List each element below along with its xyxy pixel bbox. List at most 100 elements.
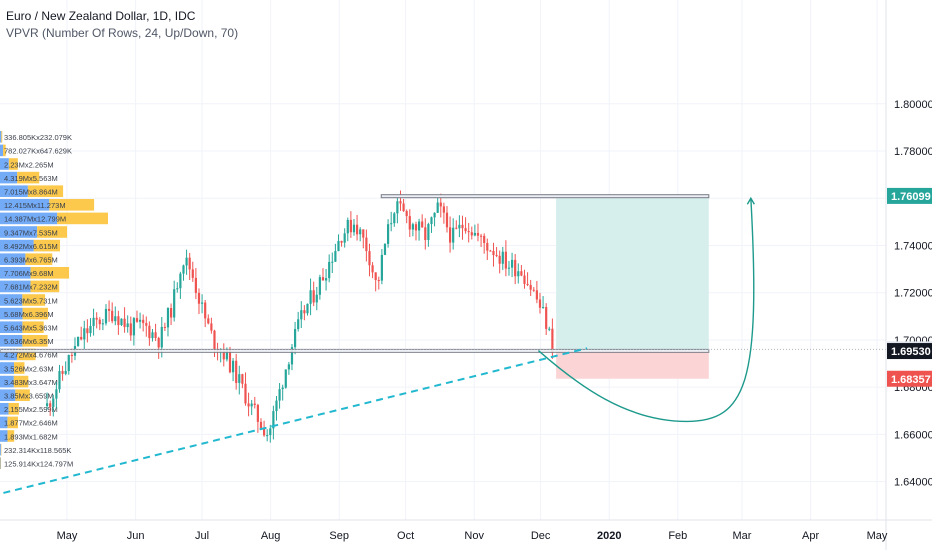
- candle-body: [238, 374, 241, 383]
- y-tick-label: 1.74000: [894, 240, 932, 252]
- vp-bar-down: [57, 212, 108, 225]
- vp-bar-down: [7, 430, 15, 442]
- candle-body: [464, 228, 467, 232]
- candle-body: [349, 219, 352, 233]
- drawings[interactable]: [0, 194, 886, 496]
- candle-body: [498, 255, 501, 264]
- candle-body: [197, 292, 201, 304]
- candle-body: [362, 229, 365, 238]
- candle-body: [253, 403, 256, 405]
- candle-body: [250, 403, 253, 407]
- price-label-text: 1.76099: [891, 191, 931, 203]
- candle-body: [80, 336, 83, 340]
- vp-bar-down: [15, 389, 30, 401]
- vp-label: 3.85Mx3.659M: [4, 392, 54, 401]
- candle-body: [123, 318, 126, 328]
- x-tick-label: Jun: [127, 530, 145, 542]
- candle-body: [538, 299, 542, 308]
- chart-legend: Euro / New Zealand Dollar, 1D, IDC VPVR …: [6, 8, 238, 42]
- vp-bar-up: [0, 171, 18, 184]
- vp-bar-down: [13, 375, 29, 388]
- candle-body: [523, 275, 526, 284]
- y-tick-label: 1.80000: [894, 99, 932, 111]
- candle-body: [179, 273, 182, 289]
- candle-body: [70, 355, 73, 357]
- candle-body: [452, 227, 455, 243]
- price-label-box: [887, 187, 932, 204]
- candle-body: [281, 387, 284, 390]
- candle-body: [439, 202, 442, 207]
- candle-body: [166, 308, 170, 328]
- candle-body: [501, 251, 504, 264]
- candle-body: [256, 404, 259, 422]
- candle-body: [368, 251, 371, 266]
- vp-bar-down: [30, 267, 70, 279]
- vp-bar-down: [22, 307, 48, 320]
- candle-body: [300, 310, 303, 320]
- vp-label: 7.706Mx9.68M: [4, 269, 54, 278]
- candle-body: [52, 398, 55, 407]
- candle-body: [129, 323, 132, 336]
- vp-label: 5.68Mx6.396M: [4, 310, 54, 319]
- candle-body: [355, 224, 359, 235]
- candle-body: [157, 338, 160, 348]
- vp-label: 2.155Mx2.599M: [4, 405, 58, 414]
- candle-body: [55, 389, 58, 399]
- vp-bar-up: [0, 253, 26, 265]
- candle-body: [486, 242, 489, 251]
- vp-bar-up: [0, 280, 31, 293]
- vp-bar-up: [0, 443, 1, 456]
- candle-body: [408, 216, 411, 230]
- vp-bar-up: [0, 267, 31, 279]
- vp-bar-down: [49, 199, 95, 211]
- candle-body: [461, 224, 464, 229]
- vp-label: 9.347Mx7.535M: [4, 228, 58, 237]
- candle-body: [49, 403, 52, 407]
- candle-body: [76, 336, 80, 347]
- candle-body: [390, 223, 393, 225]
- symbol-title[interactable]: Euro / New Zealand Dollar, 1D, IDC: [6, 9, 196, 23]
- x-tick-label: Jul: [195, 530, 209, 542]
- candle-body: [247, 403, 250, 407]
- candle-body: [194, 277, 197, 293]
- price-label-text: 1.68357: [891, 374, 931, 386]
- candle-body: [343, 233, 346, 243]
- candle-body: [266, 435, 269, 437]
- candle-body: [138, 319, 142, 322]
- x-tick-label: Feb: [668, 530, 687, 542]
- vp-label: 782.027Kx647.629K: [4, 147, 72, 156]
- position-zones: [556, 195, 709, 379]
- candle-body: [315, 294, 318, 303]
- candle-body: [104, 308, 108, 324]
- candle-body: [352, 224, 356, 233]
- trendline: [0, 347, 588, 495]
- candle-body: [120, 318, 123, 326]
- candle-body: [241, 374, 244, 384]
- price-label-box: [887, 370, 932, 387]
- projection-curve: [537, 198, 755, 423]
- candle-body: [61, 371, 64, 374]
- candle-body: [231, 360, 235, 373]
- candle-body: [318, 277, 321, 295]
- vp-bar-up: [0, 375, 14, 388]
- candle-body: [259, 421, 263, 429]
- vp-bar-down: [25, 253, 53, 265]
- candle-body: [510, 259, 514, 268]
- indicator-label[interactable]: VPVR (Number Of Rows, 24, Up/Down, 70): [6, 26, 239, 40]
- candle-body: [455, 227, 458, 229]
- vp-bar-down: [8, 158, 18, 170]
- vp-label: 1.877Mx2.646M: [4, 419, 58, 428]
- x-tick-label: Mar: [733, 530, 752, 542]
- x-tick-label: 2020: [597, 530, 621, 542]
- vp-bar-down: [22, 294, 46, 306]
- vp-bar-up: [0, 131, 2, 143]
- candle-body: [436, 202, 439, 213]
- candle-body: [448, 227, 452, 243]
- candle-body: [383, 243, 387, 255]
- candle-body: [244, 383, 247, 404]
- candle-body: [89, 325, 92, 334]
- vp-label: 4.272Mx4.676M: [4, 351, 58, 360]
- y-tick-label: 1.64000: [894, 477, 932, 489]
- vp-bar-up: [0, 144, 4, 157]
